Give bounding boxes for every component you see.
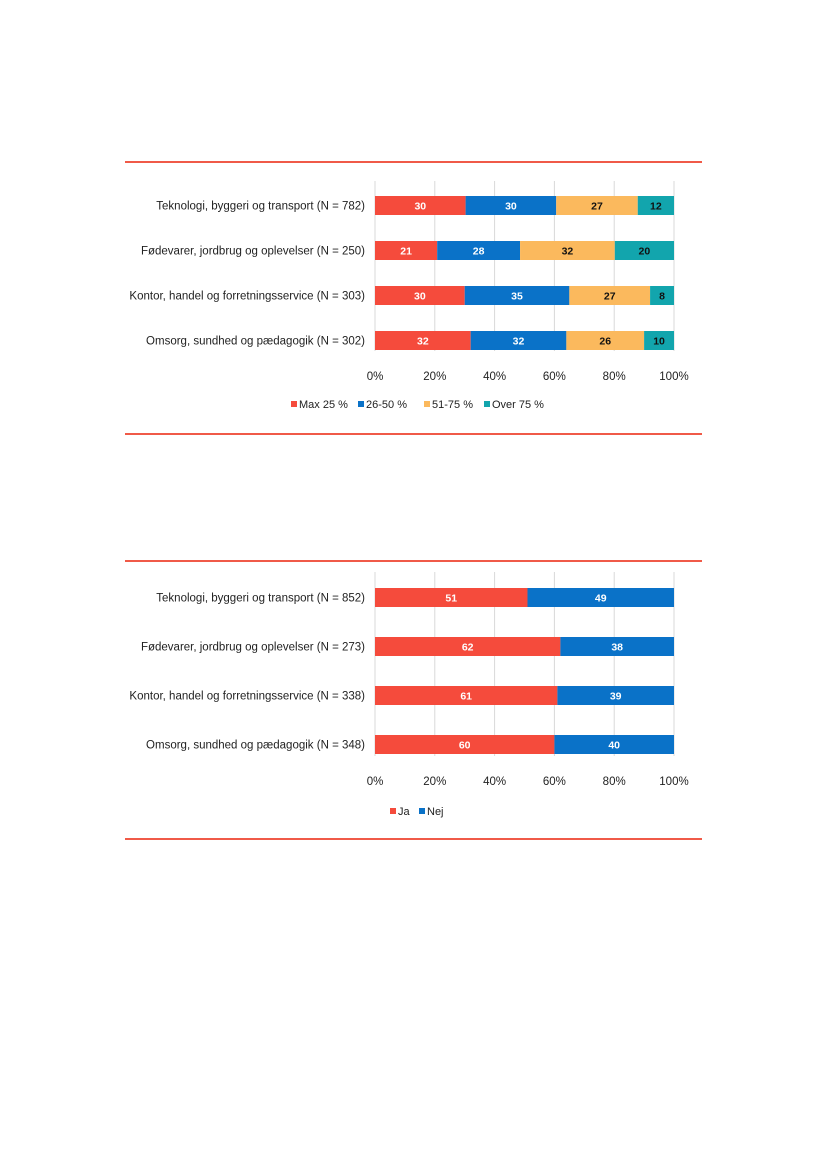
chart2-category-label: Kontor, handel og forretningsservice (N … <box>129 691 365 703</box>
chart2-bar-segment <box>527 588 674 607</box>
chart1-data-label: 32 <box>562 246 574 258</box>
chart2-bar-segment <box>375 637 561 656</box>
chart2-legend-label: Ja <box>398 806 411 818</box>
chart1-x-tick-label: 0% <box>367 371 384 383</box>
chart1-legend-label: 26-50 % <box>366 399 407 411</box>
chart1-legend-swatch <box>484 401 490 407</box>
chart2-category-label: Omsorg, sundhed og pædagogik (N = 348) <box>146 740 365 752</box>
chart1-category-label: Fødevarer, jordbrug og oplevelser (N = 2… <box>141 246 365 258</box>
chart1-data-label: 10 <box>653 336 665 348</box>
chart1-data-label: 30 <box>414 291 426 303</box>
chart2-bar-segment <box>557 686 674 705</box>
chart2-bar-segment <box>375 588 528 607</box>
chart1-top-rule <box>125 161 702 163</box>
chart1-legend-swatch <box>291 401 297 407</box>
chart2-legend-label: Nej <box>427 806 444 818</box>
chart2-legend-swatch <box>390 808 396 814</box>
chart1-bar-segment <box>375 331 471 350</box>
chart1-bar-segment <box>566 331 645 350</box>
chart2-bar-segment <box>375 686 558 705</box>
chart2-bar-segment <box>560 637 674 656</box>
chart1-bar-segment <box>375 286 465 305</box>
chart1-category-label: Kontor, handel og forretningsservice (N … <box>129 291 365 303</box>
chart1-x-tick-label: 60% <box>543 371 566 383</box>
chart1-data-label: 26 <box>599 336 611 348</box>
chart2-category-label: Teknologi, byggeri og transport (N = 852… <box>156 593 365 605</box>
chart1-bar-segment <box>465 196 557 215</box>
chart1-x-tick-label: 20% <box>423 371 446 383</box>
chart1-bar-segment <box>569 286 651 305</box>
chart1-legend-swatch <box>358 401 364 407</box>
chart2-category-label: Fødevarer, jordbrug og oplevelser (N = 2… <box>141 642 365 654</box>
chart2-legend-swatch <box>419 808 425 814</box>
chart1-data-label: 32 <box>417 336 429 348</box>
chart2-x-tick-label: 20% <box>423 776 446 788</box>
chart1-bar-segment <box>556 196 638 215</box>
chart1-bar-segment <box>470 331 567 350</box>
chart2-data-label: 49 <box>595 593 607 605</box>
chart1-category-label: Teknologi, byggeri og transport (N = 782… <box>156 201 365 213</box>
chart2-data-label: 38 <box>611 642 623 654</box>
chart1-bar-segment <box>644 331 674 350</box>
chart1-data-label: 30 <box>505 201 517 213</box>
chart2-data-label: 62 <box>462 642 474 654</box>
chart1-bar-segment <box>520 241 615 260</box>
chart1-data-label: 35 <box>511 291 523 303</box>
chart2-x-tick-label: 60% <box>543 776 566 788</box>
chart1-data-label: 28 <box>473 246 485 258</box>
chart1-bar-segment <box>637 196 674 215</box>
chart1-bar-segment <box>375 196 466 215</box>
chart1-legend-label: 51-75 % <box>432 399 473 411</box>
chart2-data-label: 51 <box>445 593 457 605</box>
chart1-data-label: 20 <box>639 246 651 258</box>
chart1-x-tick-label: 100% <box>659 371 688 383</box>
chart1-bar-segment <box>464 286 570 305</box>
chart1-x-tick-label: 80% <box>603 371 626 383</box>
chart2-data-label: 40 <box>608 740 620 752</box>
chart2-x-tick-label: 0% <box>367 776 384 788</box>
chart2-top-rule <box>125 560 702 562</box>
chart1-bar-segment <box>614 241 674 260</box>
chart1-data-label: 21 <box>400 246 412 258</box>
chart1-data-label: 30 <box>414 201 426 213</box>
chart1-bar-segment <box>375 241 438 260</box>
chart2-x-tick-label: 100% <box>659 776 688 788</box>
chart2-data-label: 60 <box>459 740 471 752</box>
chart1-data-label: 8 <box>659 291 665 303</box>
chart2-data-label: 39 <box>610 691 622 703</box>
chart2-bottom-rule <box>125 838 702 840</box>
chart1-data-label: 27 <box>604 291 616 303</box>
chart1-legend-swatch <box>424 401 430 407</box>
chart1-category-label: Omsorg, sundhed og pædagogik (N = 302) <box>146 336 365 348</box>
chart2-data-label: 61 <box>460 691 472 703</box>
chart2-x-tick-label: 40% <box>483 776 506 788</box>
chart2-bar-segment <box>375 735 555 754</box>
chart1-bar-segment <box>437 241 521 260</box>
chart1-legend-label: Max 25 % <box>299 399 348 411</box>
chart1-bottom-rule <box>125 433 702 435</box>
chart2-x-tick-label: 80% <box>603 776 626 788</box>
chart1-data-label: 12 <box>650 201 662 213</box>
chart1-bar-segment <box>650 286 674 305</box>
chart1-data-label: 32 <box>513 336 525 348</box>
chart2-bar-segment <box>554 735 674 754</box>
chart1-legend-label: Over 75 % <box>492 399 544 411</box>
chart1-x-tick-label: 40% <box>483 371 506 383</box>
chart1-data-label: 27 <box>591 201 603 213</box>
